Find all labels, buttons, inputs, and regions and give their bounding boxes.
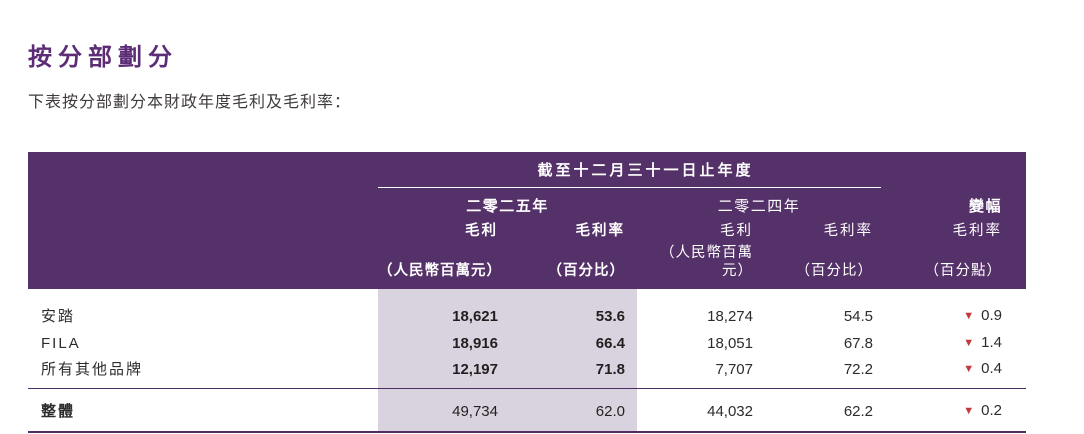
row-label: 安踏: [41, 308, 76, 325]
change-value: 0.2: [981, 402, 1003, 419]
table-body: 安踏 18,621 53.6 18,274 54.5 ▼ 0.9 FILA 18,…: [28, 289, 1027, 433]
value-2025-profit: 12,197: [378, 357, 508, 388]
value-2024-profit: 18,051: [707, 335, 753, 352]
value-2025-profit: 49,734: [378, 388, 508, 433]
value-2024-margin: 72.2: [843, 361, 874, 378]
metric-row-spacer: [28, 216, 378, 240]
change-value: 1.4: [981, 334, 1003, 351]
metric-row: 毛利 毛利率 毛利 毛利率 毛利率: [28, 216, 1027, 240]
unit-row: （人民幣百萬元） （百分比） （人民幣百萬元） （百分比） （百分點）: [28, 240, 1027, 289]
profit-2025-header: 毛利: [378, 216, 508, 240]
value-change: ▼ 0.2: [881, 388, 1027, 433]
section-intro-text: 下表按分部劃分本財政年度毛利及毛利率：: [28, 94, 352, 111]
table-header: 截至十二月三十一日止年度 二零二五年 二零二四年 變幅 毛利 毛利率 毛利 毛利…: [28, 152, 1027, 289]
change-header: 變幅: [881, 188, 1027, 216]
year-row: 二零二五年 二零二四年 變幅: [28, 188, 1027, 216]
decrease-triangle-icon: ▼: [963, 363, 975, 375]
table-row-all-other-brands: 所有其他品牌 12,197 71.8 7,707 72.2 ▼ 0.4: [28, 357, 1026, 388]
period-row-spacer-right: [881, 152, 1027, 188]
year-2024-header: 二零二四年: [637, 188, 882, 216]
period-row-spacer-left: [28, 152, 378, 188]
table-row-fila: FILA 18,916 66.4 18,051 67.8 ▼ 1.4: [28, 330, 1026, 357]
change-value: 0.9: [981, 307, 1003, 324]
change-metric-header: 毛利率: [881, 216, 1027, 240]
period-row: 截至十二月三十一日止年度: [28, 152, 1027, 188]
row-label: 所有其他品牌: [41, 361, 144, 378]
decrease-triangle-icon: ▼: [963, 405, 975, 417]
segment-gross-profit-table: 截至十二月三十一日止年度 二零二五年 二零二四年 變幅 毛利 毛利率 毛利 毛利…: [28, 152, 1027, 433]
profit-2025-unit: （人民幣百萬元）: [378, 240, 508, 289]
table-row-anta: 安踏 18,621 53.6 18,274 54.5 ▼ 0.9: [28, 289, 1026, 330]
year-2025-header: 二零二五年: [378, 188, 637, 216]
profit-2024-header: 毛利: [637, 216, 761, 240]
value-2025-margin: 71.8: [508, 357, 637, 388]
margin-2024-header: 毛利率: [761, 216, 882, 240]
value-2024-profit: 7,707: [715, 361, 753, 378]
value-2024-margin: 67.8: [843, 335, 874, 352]
row-label: FILA: [41, 335, 81, 352]
value-2025-profit: 18,916: [378, 330, 508, 357]
value-2025-margin: 66.4: [508, 330, 637, 357]
decrease-triangle-icon: ▼: [963, 337, 975, 349]
profit-2024-unit: （人民幣百萬元）: [637, 240, 761, 289]
value-2024-margin: 54.5: [843, 308, 874, 325]
decrease-triangle-icon: ▼: [963, 310, 975, 322]
value-2025-margin: 53.6: [508, 289, 637, 330]
row-label: 整體: [28, 388, 378, 433]
value-2024-profit: 18,274: [707, 308, 753, 325]
value-change: ▼ 0.4: [881, 357, 1026, 388]
segment-table-container: 截至十二月三十一日止年度 二零二五年 二零二四年 變幅 毛利 毛利率 毛利 毛利…: [28, 152, 1027, 433]
value-2025-margin: 62.0: [508, 388, 637, 433]
period-header: 截至十二月三十一日止年度: [378, 152, 882, 188]
table-row-total: 整體 49,734 62.0 44,032 62.2 ▼ 0.2: [28, 388, 1027, 433]
margin-2025-unit: （百分比）: [508, 240, 637, 289]
value-2025-profit: 18,621: [378, 289, 508, 330]
margin-2024-unit: （百分比）: [761, 240, 882, 289]
unit-row-spacer: [28, 240, 378, 289]
margin-2025-header: 毛利率: [508, 216, 637, 240]
value-2024-profit: 44,032: [637, 388, 761, 433]
value-change: ▼ 1.4: [881, 330, 1026, 357]
year-row-spacer: [28, 188, 378, 216]
value-2024-margin: 62.2: [761, 388, 882, 433]
section-title: 按分部劃分: [28, 44, 178, 71]
change-value: 0.4: [981, 360, 1003, 377]
value-change: ▼ 0.9: [881, 289, 1026, 330]
change-unit: （百分點）: [881, 240, 1027, 289]
